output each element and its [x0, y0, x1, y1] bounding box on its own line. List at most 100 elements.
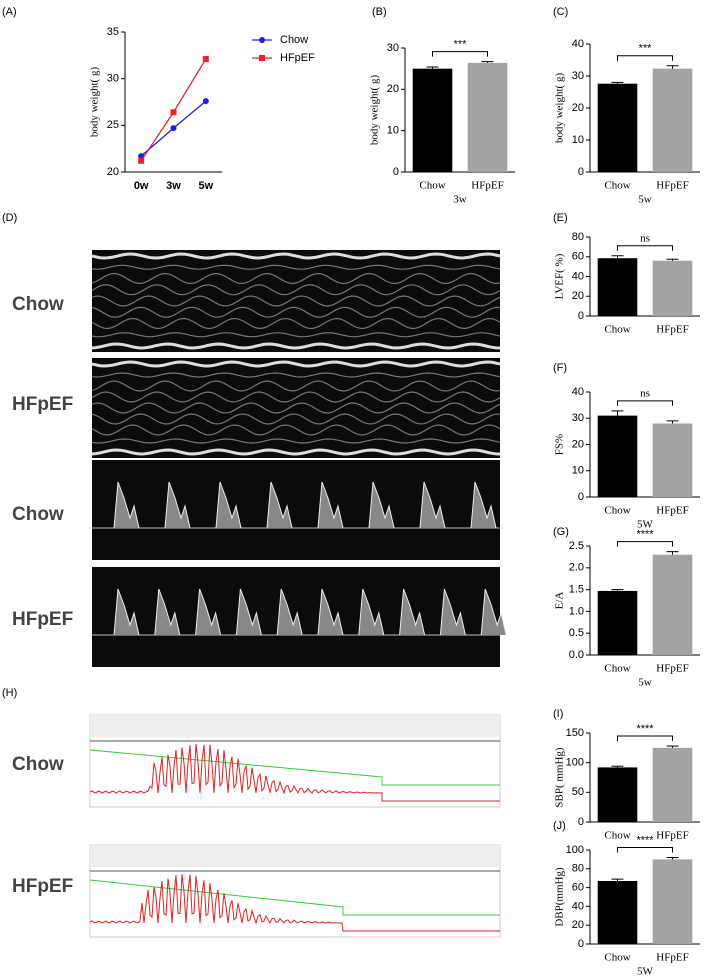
x-tick-label: HFpEF — [656, 663, 688, 675]
y-tick-label: 0 — [578, 938, 584, 950]
panel-label: (H) — [2, 687, 17, 699]
marker — [138, 157, 145, 164]
legend-marker — [259, 55, 265, 61]
bar — [652, 68, 693, 172]
bar — [597, 767, 638, 822]
error-bar — [666, 857, 679, 860]
echo-trace — [91, 342, 501, 350]
x-tick-label: 0w — [134, 180, 149, 192]
y-tick-label: 80 — [572, 231, 584, 243]
echo-trace — [91, 360, 501, 368]
bar — [652, 554, 693, 655]
legend-marker — [259, 37, 265, 43]
bar — [652, 260, 693, 316]
y-axis-title: LVEF( %) — [554, 253, 566, 299]
x-tick-label: HFpEF — [656, 324, 688, 336]
significance-bracket — [617, 541, 673, 547]
y-tick-label: 0 — [578, 816, 584, 828]
x-tick-label: Chow — [604, 324, 630, 336]
x-tick-label: HFpEF — [656, 952, 688, 964]
doppler-peak — [419, 481, 446, 529]
y-tick-label: 20 — [107, 166, 119, 178]
bp-red — [89, 874, 500, 932]
y-tick-label: 25 — [107, 119, 119, 131]
error-bar — [666, 65, 679, 69]
y-tick-label: 20 — [572, 290, 584, 302]
x-tick-label: Chow — [419, 180, 445, 192]
x-tick-label: Chow — [604, 952, 630, 964]
doppler-peak — [358, 588, 385, 636]
bar — [597, 590, 638, 655]
y-tick-label: 100 — [566, 844, 584, 856]
error-bar — [611, 765, 624, 768]
error-bar — [666, 745, 679, 748]
bp-red — [89, 743, 500, 802]
echo-trace — [91, 295, 501, 307]
x-tick-label: 5w — [198, 180, 213, 192]
bar — [597, 415, 638, 497]
bar — [412, 68, 453, 172]
echo-trace — [91, 252, 501, 260]
doppler-peak — [368, 481, 395, 529]
bp-green — [89, 879, 500, 916]
significance-label: **** — [636, 529, 654, 541]
error-bar — [611, 878, 624, 882]
significance-label: *** — [454, 39, 468, 51]
doppler-peak — [164, 481, 191, 529]
doppler-peak — [113, 588, 140, 636]
bp-label: Chow — [12, 754, 64, 775]
y-tick-label: 40 — [572, 386, 584, 398]
error-bar — [481, 61, 494, 63]
y-axis-title: body weight( g) — [369, 75, 381, 146]
echo-trace — [91, 306, 501, 318]
y-tick-label: 0.5 — [569, 627, 584, 639]
significance-label: **** — [636, 834, 654, 846]
y-tick-label: 0 — [578, 310, 584, 322]
echo-label: Chow — [12, 294, 64, 315]
x-tick-label: HFpEF — [656, 180, 688, 192]
bar — [597, 258, 638, 316]
y-axis-title: E/A — [554, 592, 566, 610]
x-tick-label: 3w — [166, 180, 181, 192]
y-axis-title: body weight( g) — [554, 73, 566, 144]
y-tick-label: 30 — [107, 73, 119, 85]
marker — [202, 98, 209, 105]
bar — [652, 423, 693, 497]
bp-header — [90, 715, 500, 737]
panel-label: (E) — [553, 212, 568, 224]
y-tick-label: 50 — [572, 786, 584, 798]
y-tick-label: 80 — [572, 863, 584, 875]
y-tick-label: 60 — [572, 882, 584, 894]
x-tick-label: Chow — [604, 180, 630, 192]
y-tick-label: 0 — [578, 166, 584, 178]
significance-label: **** — [636, 723, 654, 735]
panel-label: (C) — [553, 6, 568, 18]
x-tick-label: HFpEF — [656, 830, 688, 842]
x-tick-label: HFpEF — [471, 180, 503, 192]
x-tick-label: Chow — [604, 830, 630, 842]
y-tick-label: 0 — [578, 491, 584, 503]
bar — [597, 881, 638, 944]
echo-trace — [91, 272, 501, 285]
doppler-peak — [399, 588, 426, 636]
y-tick-label: 20 — [572, 102, 584, 114]
y-tick-label: 60 — [572, 251, 584, 263]
y-tick-label: 40 — [572, 270, 584, 282]
error-bar — [666, 551, 679, 555]
panel-label: (J) — [553, 820, 566, 832]
doppler-peak — [195, 588, 222, 636]
x-axis-title: 5w — [638, 677, 652, 689]
doppler-peak — [266, 481, 293, 529]
y-tick-label: 40 — [572, 38, 584, 50]
marker — [170, 109, 177, 116]
echo-trace — [91, 332, 501, 338]
significance-bracket — [617, 735, 673, 742]
y-tick-label: 20 — [572, 919, 584, 931]
echo-trace — [91, 424, 501, 436]
bar — [652, 747, 693, 822]
y-tick-label: 40 — [572, 900, 584, 912]
y-tick-label: 35 — [107, 26, 119, 38]
bp-green — [89, 749, 500, 786]
echo-label: HFpEF — [12, 609, 73, 630]
error-bar — [426, 66, 439, 69]
